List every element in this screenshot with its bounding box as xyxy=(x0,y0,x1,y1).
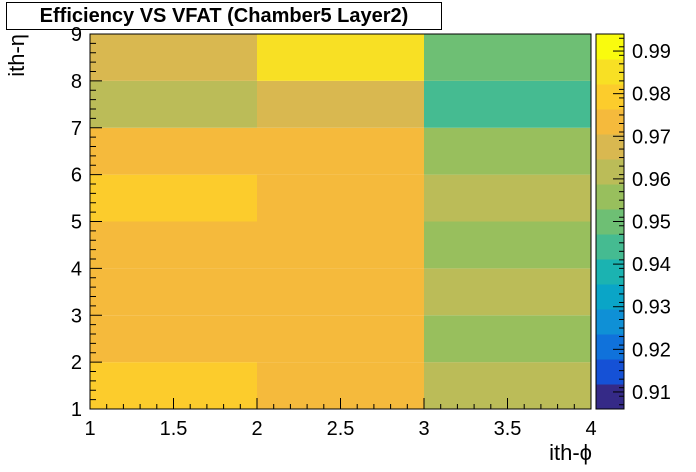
palette-band xyxy=(596,184,624,210)
x-tick-label: 1.5 xyxy=(160,418,188,440)
heatmap-cell xyxy=(90,315,257,363)
heatmap-cell xyxy=(90,34,257,81)
palette-tick-label: 0.97 xyxy=(632,126,671,148)
x-tick-label: 1 xyxy=(84,418,95,440)
chart-title: Efficiency VS VFAT (Chamber5 Layer2) xyxy=(39,4,409,27)
palette-tick-label: 0.94 xyxy=(632,254,671,276)
heatmap-cell xyxy=(424,127,591,175)
palette-band xyxy=(596,159,624,185)
palette-band xyxy=(596,334,624,360)
palette-band xyxy=(596,109,624,135)
palette-band xyxy=(596,384,624,410)
heatmap-cell xyxy=(90,127,257,175)
palette-band xyxy=(596,234,624,260)
heatmap-cell xyxy=(90,174,257,222)
y-tick-label: 3 xyxy=(71,305,82,327)
heatmap-cell xyxy=(257,315,424,363)
heatmap-cell xyxy=(90,268,257,316)
heatmap-cell xyxy=(424,268,591,316)
heatmap-cell xyxy=(90,80,257,128)
x-tick-label: 4 xyxy=(585,418,596,440)
heatmap-cell xyxy=(257,34,424,81)
heatmap-cell xyxy=(424,315,591,363)
heatmap-cell xyxy=(257,268,424,316)
x-tick-label: 2.5 xyxy=(327,418,355,440)
y-tick-label: 7 xyxy=(71,118,82,140)
y-tick-label: 1 xyxy=(71,399,82,421)
y-axis-label: ith-η xyxy=(4,34,29,77)
palette-tick-label: 0.99 xyxy=(632,41,671,63)
palette-band xyxy=(596,359,624,385)
y-tick-label: 6 xyxy=(71,165,82,187)
heatmap-cell xyxy=(257,127,424,175)
palette-band xyxy=(596,259,624,285)
palette-tick-label: 0.96 xyxy=(632,169,671,191)
x-axis-label: ith-ϕ xyxy=(549,440,592,465)
palette-tick-label: 0.98 xyxy=(632,84,671,106)
palette-tick-label: 0.95 xyxy=(632,212,671,234)
palette-band xyxy=(596,59,624,85)
heatmap-cell xyxy=(424,80,591,128)
y-tick-label: 8 xyxy=(71,71,82,93)
palette-band xyxy=(596,84,624,110)
x-tick-label: 3.5 xyxy=(494,418,522,440)
palette-tick-label: 0.91 xyxy=(632,382,671,404)
heatmap-cell xyxy=(90,221,257,269)
chart-title-box: Efficiency VS VFAT (Chamber5 Layer2) xyxy=(6,2,442,30)
palette-tick-label: 0.93 xyxy=(632,297,671,319)
heatmap-cell xyxy=(257,80,424,128)
palette-tick-label: 0.92 xyxy=(632,339,671,361)
palette-band xyxy=(596,284,624,310)
heatmap-cell xyxy=(257,174,424,222)
heatmap-cell xyxy=(257,221,424,269)
y-tick-label: 4 xyxy=(71,258,82,280)
x-tick-label: 2 xyxy=(251,418,262,440)
palette-band xyxy=(596,134,624,160)
palette-band xyxy=(596,309,624,335)
y-tick-label: 9 xyxy=(71,24,82,46)
y-tick-label: 2 xyxy=(71,352,82,374)
heatmap-cell xyxy=(424,221,591,269)
y-tick-label: 5 xyxy=(71,212,82,234)
heatmap-cell xyxy=(424,174,591,222)
x-tick-label: 3 xyxy=(418,418,429,440)
heatmap-cell xyxy=(424,34,591,81)
